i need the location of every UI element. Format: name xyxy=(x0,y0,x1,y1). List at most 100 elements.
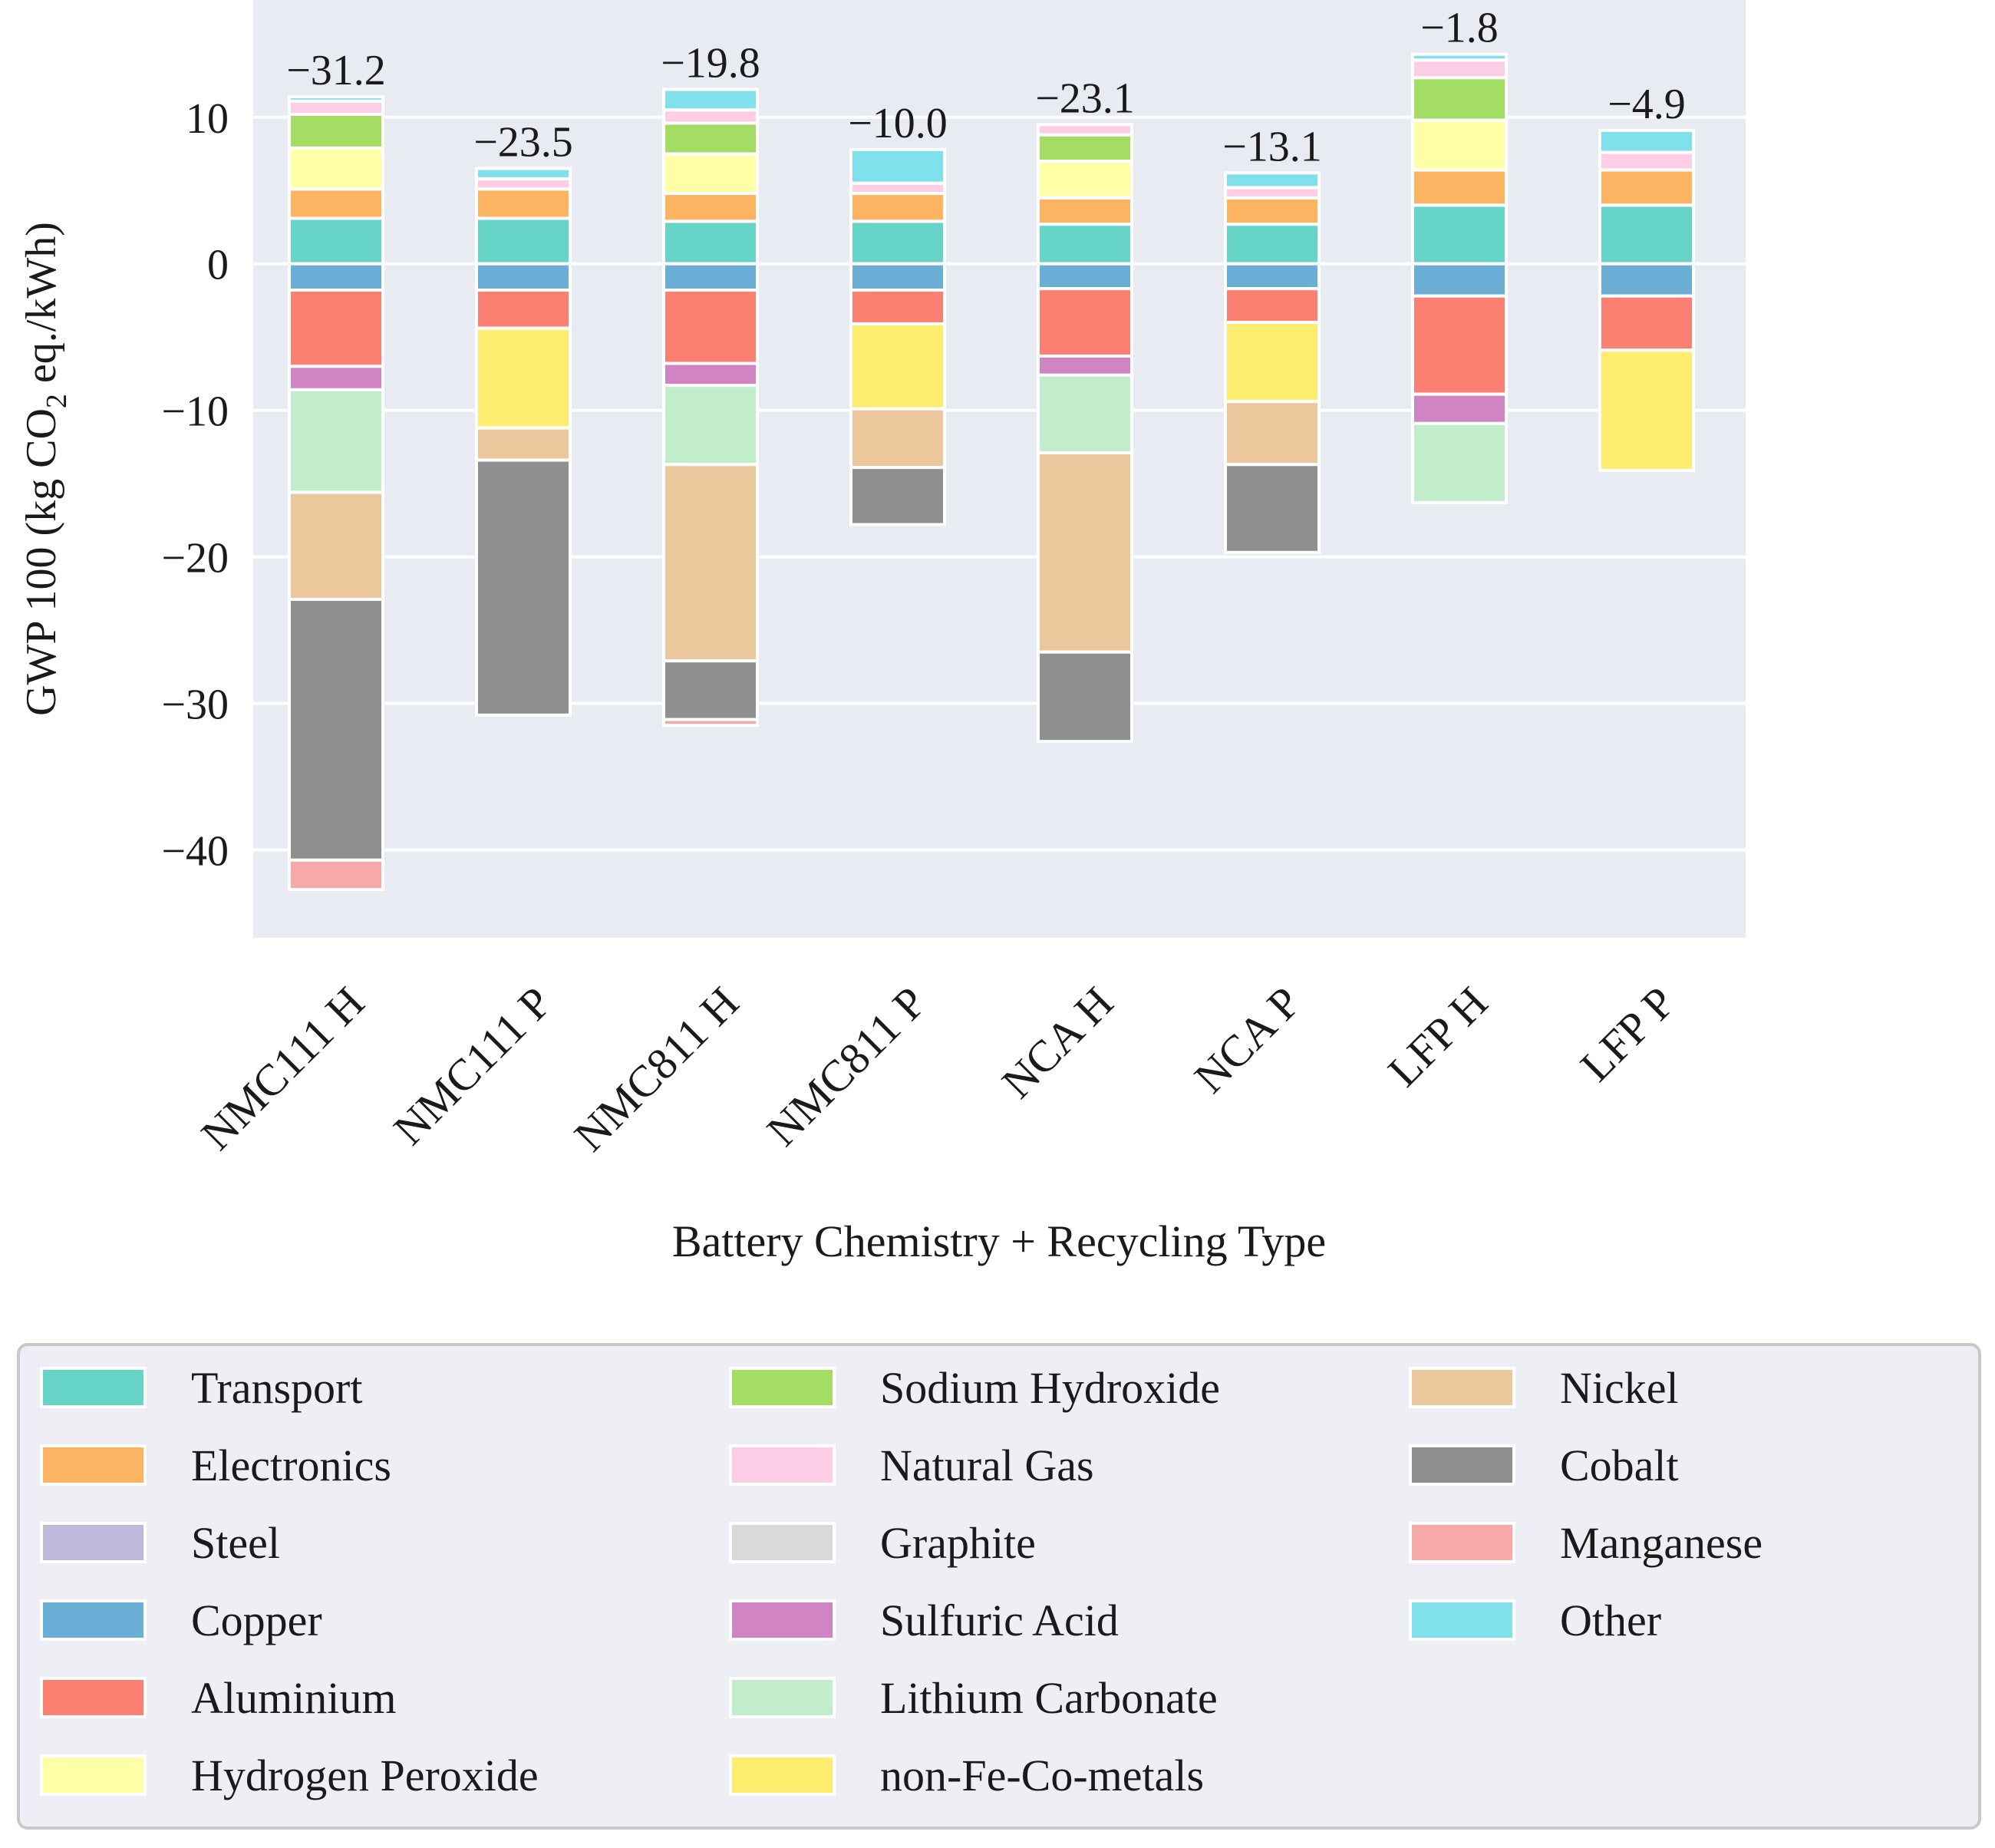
y-tick-label: 0 xyxy=(207,242,229,289)
bar-segment-cobalt xyxy=(1224,463,1321,554)
bar-segment-copper xyxy=(662,262,759,292)
x-tick-label: LFP P xyxy=(1571,977,1684,1091)
bar-segment-other xyxy=(1411,52,1508,62)
legend-label: Manganese xyxy=(1560,1518,1763,1568)
y-tick-label: −40 xyxy=(161,827,229,875)
legend-swatch xyxy=(1409,1522,1515,1563)
bar-total-label: −19.8 xyxy=(661,39,760,87)
bar-segment-natural-gas xyxy=(288,99,384,116)
bar-segment-copper xyxy=(288,262,384,292)
bar-segment-lithium-carbonate xyxy=(1037,373,1133,454)
bar-segment-other xyxy=(1598,128,1695,154)
bar-total-label: −4.9 xyxy=(1608,81,1686,128)
x-axis-tick-labels: NMC111 H NMC111 P NMC811 H NMC811 P NCA H NCA… xyxy=(191,977,1684,1160)
bar-segment-transport xyxy=(1224,223,1321,266)
legend-label: Electronics xyxy=(191,1440,391,1490)
bar-segment-aluminium xyxy=(849,289,946,325)
bar-segment-transport xyxy=(662,219,759,266)
x-tick-label: NMC811 P xyxy=(757,977,935,1155)
bar-segment-sulfuric-acid xyxy=(662,361,759,388)
bar-segment-sulfuric-acid xyxy=(288,365,384,391)
bar-segment-transport xyxy=(849,219,946,266)
bar-segment-sodium-hydroxide xyxy=(1037,133,1133,163)
x-tick-label: NCA P xyxy=(1185,977,1310,1102)
bar-segment-natural-gas xyxy=(662,108,759,125)
bar-segment-aluminium xyxy=(1598,294,1695,352)
y-tick-label: −20 xyxy=(161,535,229,582)
legend-label: Steel xyxy=(191,1518,280,1568)
bar-segment-sulfuric-acid xyxy=(1411,392,1508,425)
legend-swatch xyxy=(1409,1599,1515,1641)
bar-segment-lithium-carbonate xyxy=(662,384,759,467)
legend-swatch xyxy=(40,1367,147,1408)
bar-segment-electronics xyxy=(1411,168,1508,207)
bar-segment-electronics xyxy=(288,187,384,220)
legend-swatch xyxy=(40,1522,147,1563)
legend-swatch xyxy=(40,1599,147,1641)
legend-label: Natural Gas xyxy=(880,1440,1094,1490)
legend-label: Transport xyxy=(191,1363,362,1413)
bar-segment-electronics xyxy=(1598,168,1695,207)
bar-segment-nickel xyxy=(1224,400,1321,467)
bar-segment-sulfuric-acid xyxy=(1037,354,1133,377)
legend-swatch xyxy=(729,1599,836,1641)
x-tick-label: LFP H xyxy=(1378,977,1497,1096)
bar-segment-nickel xyxy=(288,490,384,601)
legend-swatch xyxy=(40,1754,147,1796)
legend-label: Other xyxy=(1560,1596,1661,1645)
bar-segment-aluminium xyxy=(1411,294,1508,396)
bar-segment-copper xyxy=(849,262,946,292)
bar-segment-lithium-carbonate xyxy=(288,388,384,494)
bar-total-label: −31.2 xyxy=(286,47,386,94)
bar-segment-nickel xyxy=(662,463,759,663)
bar-segment-other xyxy=(662,87,759,112)
bar-segment-transport xyxy=(1411,203,1508,266)
legend-label: Cobalt xyxy=(1560,1440,1679,1490)
bar-segment-natural-gas xyxy=(475,177,572,191)
x-tick-label: NMC111 H xyxy=(191,977,374,1160)
bar-segment-cobalt xyxy=(288,597,384,862)
x-tick-label: NMC111 P xyxy=(384,977,561,1154)
bar-segment-non-fe-co-metals xyxy=(1598,348,1695,472)
legend-swatch xyxy=(40,1444,147,1486)
bar-segment-cobalt xyxy=(849,466,946,526)
legend-swatch xyxy=(1409,1444,1515,1486)
legend-swatch xyxy=(729,1444,836,1486)
bar-segment-natural-gas xyxy=(849,181,946,196)
bar-segment-natural-gas xyxy=(1598,150,1695,172)
legend-label: Nickel xyxy=(1560,1363,1679,1413)
bar-segment-hydrogen-peroxide xyxy=(1411,118,1508,172)
bar-total-label: −13.1 xyxy=(1222,123,1322,170)
bar-total-label: −23.1 xyxy=(1035,74,1135,122)
bar-segment-aluminium xyxy=(1037,287,1133,358)
bar-segment-lithium-carbonate xyxy=(1411,421,1508,504)
bar-total-labels: −31.2 −23.5 −19.8 −10.0 −23.1 −13.1 −1.8 −4.9 xyxy=(286,5,1686,171)
y-tick-label: 10 xyxy=(186,95,229,143)
legend-label: Aluminium xyxy=(191,1673,396,1723)
x-axis-label: Battery Chemistry + Recycling Type xyxy=(672,1216,1326,1266)
legend-label: non-Fe-Co-metals xyxy=(880,1751,1204,1800)
bar-segment-non-fe-co-metals xyxy=(475,326,572,430)
bar-segment-other xyxy=(849,147,946,185)
bar-segment-copper xyxy=(1037,262,1133,291)
bar-segment-sodium-hydroxide xyxy=(662,121,759,156)
bar-segment-copper xyxy=(1598,262,1695,298)
legend-label: Sulfuric Acid xyxy=(880,1596,1119,1645)
bar-segment-electronics xyxy=(1037,196,1133,226)
bar-segment-copper xyxy=(1411,262,1508,298)
bar-total-label: −1.8 xyxy=(1420,5,1499,52)
bar-segment-natural-gas xyxy=(1037,123,1133,137)
bar-segment-manganese xyxy=(288,858,384,891)
legend-swatch xyxy=(729,1754,836,1796)
legend-swatch xyxy=(40,1677,147,1718)
bar-segment-non-fe-co-metals xyxy=(1224,321,1321,404)
bar-segment-other xyxy=(288,95,384,103)
legend-swatch xyxy=(729,1677,836,1718)
bar-segment-hydrogen-peroxide xyxy=(662,152,759,196)
bar-segment-sodium-hydroxide xyxy=(1411,76,1508,122)
bar-segment-other xyxy=(1224,171,1321,190)
bar-segment-aluminium xyxy=(1224,287,1321,325)
legend-label: Sodium Hydroxide xyxy=(880,1363,1220,1413)
bar-segment-hydrogen-peroxide xyxy=(1037,160,1133,200)
bar-segment-transport xyxy=(475,216,572,266)
